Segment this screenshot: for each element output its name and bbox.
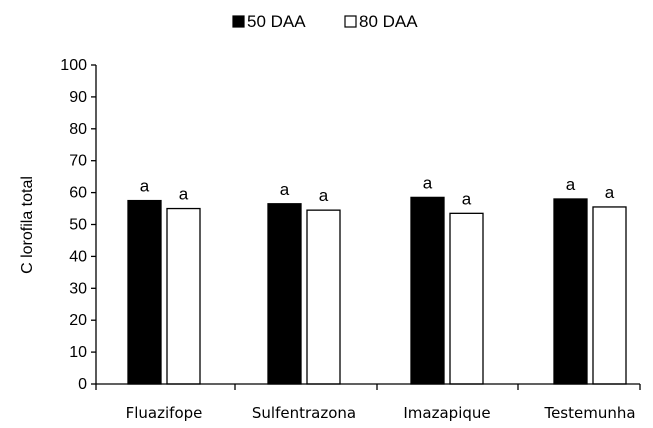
y-tick-label: 100 [60,57,87,74]
bar [592,206,627,385]
legend-label: 50 DAA [247,12,306,31]
y-axis-label: C lorofila total [19,176,36,274]
bar [267,203,302,385]
legend-label: 80 DAA [359,12,418,31]
data-label: a [423,173,433,192]
x-tick-label: Imazapique [403,404,490,422]
y-tick-label: 10 [69,344,87,361]
bar [449,212,484,385]
x-tick-label: Fluazifope [126,404,203,422]
bar [306,209,341,385]
y-tick-label: 60 [69,185,87,202]
data-label: a [179,185,189,204]
data-label: a [280,180,290,199]
data-label: a [566,175,576,194]
bar [166,207,201,385]
y-axis: 0 10 20 30 40 50 60 70 80 90 100 [60,57,97,393]
data-label: a [319,186,329,205]
data-label: a [462,189,472,208]
x-axis: Fluazifope Sulfentrazona Imazapique Testemu… [95,383,641,422]
x-tick-label: Sulfentrazona [252,404,356,422]
bar [553,198,588,385]
y-tick-label: 50 [69,217,87,234]
bar [410,196,445,385]
bar [127,199,162,385]
y-tick-label: 20 [69,312,87,329]
y-tick-label: 70 [69,153,87,170]
y-tick-label: 40 [69,248,87,265]
y-tick-label: 30 [69,280,87,297]
legend-swatch [344,15,357,28]
legend: 50 DAA 80 DAA [232,12,418,31]
legend-swatch [232,15,245,28]
x-tick-label: Testemunha [543,404,635,422]
data-label: a [140,177,150,196]
y-tick-label: 80 [69,121,87,138]
y-tick-label: 0 [78,376,87,393]
data-label: a [605,183,615,202]
y-tick-label: 90 [69,89,87,106]
